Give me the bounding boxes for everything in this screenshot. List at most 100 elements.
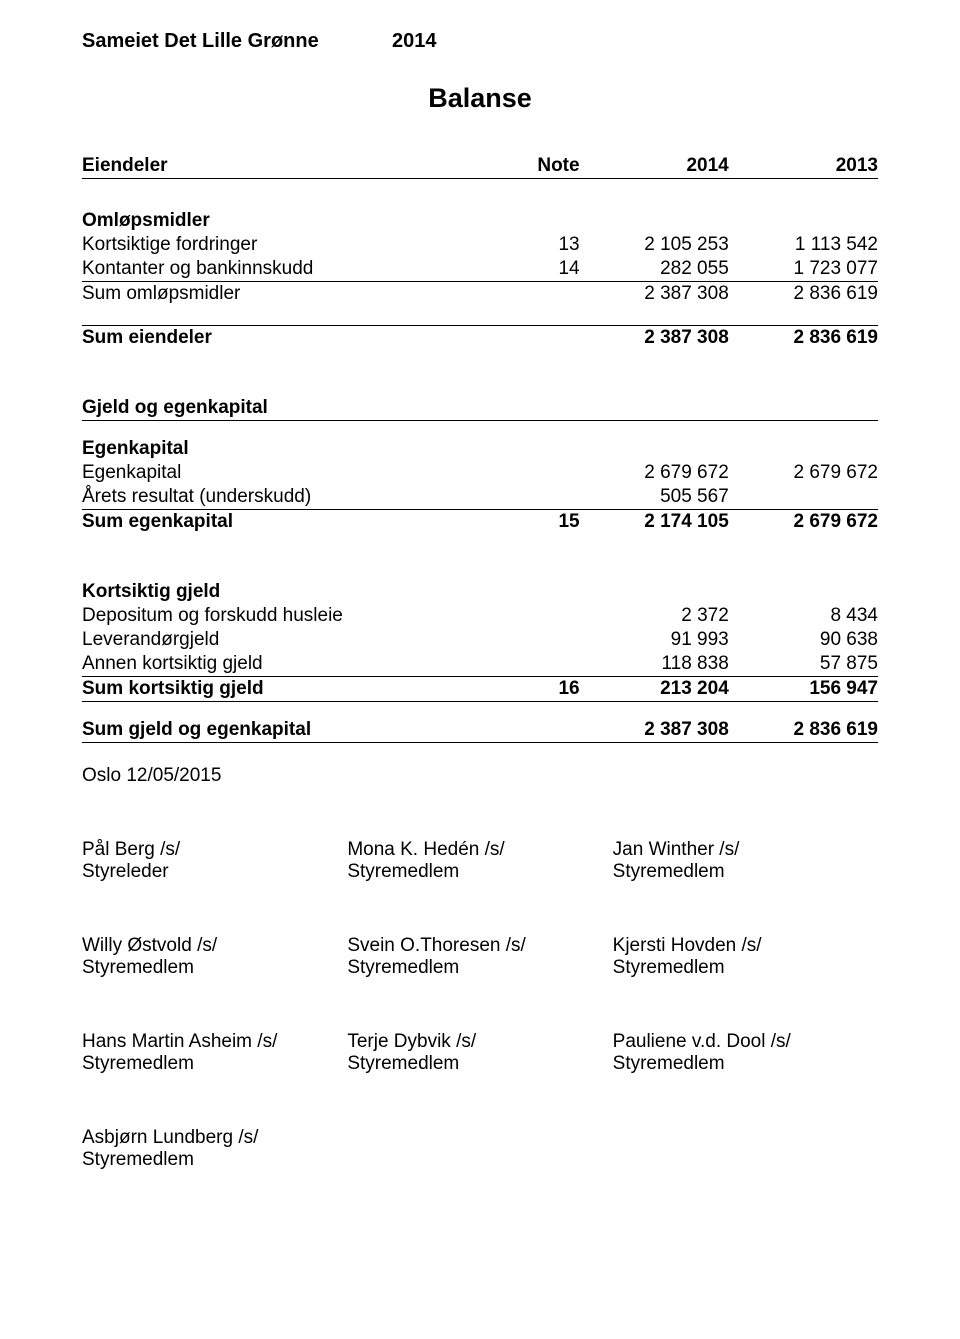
- cell-y1: 2 174 105: [580, 510, 729, 535]
- table-row: Årets resultat (underskudd) 505 567: [82, 485, 878, 510]
- cell-y2: 8 434: [729, 604, 878, 628]
- cell-note: 15: [500, 510, 580, 535]
- cell-label: Sum eiendeler: [82, 326, 500, 351]
- col-note-label: Note: [500, 154, 580, 179]
- table-row: Egenkapital 2 679 672 2 679 672: [82, 461, 878, 485]
- signatory-role: Styreleder: [82, 861, 347, 883]
- kortsiktig-gjeld-heading-row: Kortsiktig gjeld: [82, 580, 878, 604]
- signatory-name: Asbjørn Lundberg /s/: [82, 1127, 347, 1149]
- signatory-name: Pål Berg /s/: [82, 839, 347, 861]
- signatory-name: Willy Østvold /s/: [82, 935, 347, 957]
- signatory-role: Styremedlem: [82, 1149, 347, 1171]
- cell-label: Annen kortsiktig gjeld: [82, 652, 500, 677]
- signature-cell: Hans Martin Asheim /s/ Styremedlem: [82, 1031, 347, 1075]
- signatory-role: Styremedlem: [82, 957, 347, 979]
- page-title: Balanse: [82, 83, 878, 114]
- cell-label: Kontanter og bankinnskudd: [82, 257, 500, 282]
- cell-y2: 57 875: [729, 652, 878, 677]
- signatory-role: Styremedlem: [613, 861, 878, 883]
- balance-table: Eiendeler Note 2014 2013 Omløpsmidler Ko…: [82, 154, 878, 743]
- signatory-role: Styremedlem: [347, 1053, 612, 1075]
- cell-label: Kortsiktige fordringer: [82, 233, 500, 257]
- cell-y1: 2 387 308: [580, 282, 729, 307]
- signatory-name: Hans Martin Asheim /s/: [82, 1031, 347, 1053]
- cell-y2: 2 679 672: [729, 510, 878, 535]
- col-year1: 2014: [580, 154, 729, 179]
- cell-label: Leverandørgjeld: [82, 628, 500, 652]
- cell-y1: 91 993: [580, 628, 729, 652]
- cell-label: Sum egenkapital: [82, 510, 500, 535]
- cell-note: 16: [500, 677, 580, 702]
- cell-y1: 2 105 253: [580, 233, 729, 257]
- document-header: Sameiet Det Lille Grønne 2014: [82, 30, 878, 53]
- signature-cell: Jan Winther /s/ Styremedlem: [613, 839, 878, 883]
- cell-y1: 2 387 308: [580, 326, 729, 351]
- cell-label: Sum kortsiktig gjeld: [82, 677, 500, 702]
- sum-total-row: Sum gjeld og egenkapital 2 387 308 2 836…: [82, 718, 878, 743]
- omlopsmidler-heading: Omløpsmidler: [82, 209, 500, 233]
- company-name: Sameiet Det Lille Grønne: [82, 30, 392, 53]
- signature-cell: Pål Berg /s/ Styreleder: [82, 839, 347, 883]
- cell-label: Depositum og forskudd husleie: [82, 604, 500, 628]
- table-row: Annen kortsiktig gjeld 118 838 57 875: [82, 652, 878, 677]
- cell-note: [500, 652, 580, 677]
- signature-row: Pål Berg /s/ Styreleder Mona K. Hedén /s…: [82, 839, 878, 883]
- cell-note: [500, 326, 580, 351]
- signatory-role: Styremedlem: [347, 957, 612, 979]
- table-row: Kontanter og bankinnskudd 14 282 055 1 7…: [82, 257, 878, 282]
- signatory-name: Pauliene v.d. Dool /s/: [613, 1031, 878, 1053]
- signatory-name: Svein O.Thoresen /s/: [347, 935, 612, 957]
- cell-y1: 118 838: [580, 652, 729, 677]
- cell-y1: 282 055: [580, 257, 729, 282]
- signatory-role: Styremedlem: [613, 1053, 878, 1075]
- cell-y1: 2 372: [580, 604, 729, 628]
- gjeld-heading-row: Gjeld og egenkapital: [82, 396, 878, 421]
- cell-note: 14: [500, 257, 580, 282]
- signature-cell: Willy Østvold /s/ Styremedlem: [82, 935, 347, 979]
- cell-y1: 2 679 672: [580, 461, 729, 485]
- cell-y2: 2 679 672: [729, 461, 878, 485]
- col-assets-label: Eiendeler: [82, 154, 500, 179]
- signatory-role: Styremedlem: [82, 1053, 347, 1075]
- cell-note: [500, 628, 580, 652]
- sum-eiendeler-row: Sum eiendeler 2 387 308 2 836 619: [82, 326, 878, 351]
- signatory-name: Jan Winther /s/: [613, 839, 878, 861]
- header-year: 2014: [392, 30, 437, 53]
- gjeld-heading: Gjeld og egenkapital: [82, 396, 878, 421]
- signatures-block: Pål Berg /s/ Styreleder Mona K. Hedén /s…: [82, 839, 878, 1171]
- cell-y2: 90 638: [729, 628, 878, 652]
- cell-label: Egenkapital: [82, 461, 500, 485]
- cell-note: [500, 282, 580, 307]
- cell-y1: 213 204: [580, 677, 729, 702]
- table-row: Depositum og forskudd husleie 2 372 8 43…: [82, 604, 878, 628]
- signature-cell: Terje Dybvik /s/ Styremedlem: [347, 1031, 612, 1075]
- table-row: Kortsiktige fordringer 13 2 105 253 1 11…: [82, 233, 878, 257]
- signature-cell: Mona K. Hedén /s/ Styremedlem: [347, 839, 612, 883]
- signature-cell: Kjersti Hovden /s/ Styremedlem: [613, 935, 878, 979]
- cell-label: Årets resultat (underskudd): [82, 485, 500, 510]
- cell-y2: 2 836 619: [729, 282, 878, 307]
- signature-row: Willy Østvold /s/ Styremedlem Svein O.Th…: [82, 935, 878, 979]
- cell-label: Sum gjeld og egenkapital: [82, 718, 500, 743]
- col-year2: 2013: [729, 154, 878, 179]
- table-row: Leverandørgjeld 91 993 90 638: [82, 628, 878, 652]
- cell-note: 13: [500, 233, 580, 257]
- signature-row: Hans Martin Asheim /s/ Styremedlem Terje…: [82, 1031, 878, 1075]
- cell-note: [500, 485, 580, 510]
- cell-note: [500, 718, 580, 743]
- cell-y2: 2 836 619: [729, 326, 878, 351]
- omlopsmidler-heading-row: Omløpsmidler: [82, 209, 878, 233]
- cell-y1: 505 567: [580, 485, 729, 510]
- signatory-role: Styremedlem: [613, 957, 878, 979]
- cell-y1: 2 387 308: [580, 718, 729, 743]
- signature-row: Asbjørn Lundberg /s/ Styremedlem: [82, 1127, 878, 1171]
- cell-note: [500, 461, 580, 485]
- egenkapital-heading-row: Egenkapital: [82, 437, 878, 461]
- signature-cell: Asbjørn Lundberg /s/ Styremedlem: [82, 1127, 347, 1171]
- table-header-row: Eiendeler Note 2014 2013: [82, 154, 878, 179]
- sum-kortsiktig-gjeld-row: Sum kortsiktig gjeld 16 213 204 156 947: [82, 677, 878, 702]
- cell-label: Sum omløpsmidler: [82, 282, 500, 307]
- cell-y2: 1 113 542: [729, 233, 878, 257]
- kortsiktig-gjeld-heading: Kortsiktig gjeld: [82, 580, 500, 604]
- cell-y2: 156 947: [729, 677, 878, 702]
